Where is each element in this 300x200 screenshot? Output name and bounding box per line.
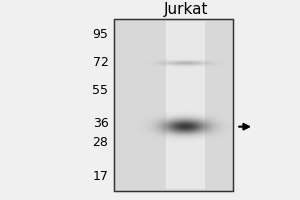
FancyBboxPatch shape: [114, 19, 233, 191]
Text: 72: 72: [92, 56, 108, 69]
FancyBboxPatch shape: [166, 21, 205, 189]
Text: 95: 95: [92, 28, 108, 41]
Text: 17: 17: [92, 170, 108, 183]
Text: 36: 36: [93, 117, 108, 130]
Text: 28: 28: [92, 136, 108, 149]
Text: 55: 55: [92, 84, 108, 97]
Text: Jurkat: Jurkat: [164, 2, 208, 17]
